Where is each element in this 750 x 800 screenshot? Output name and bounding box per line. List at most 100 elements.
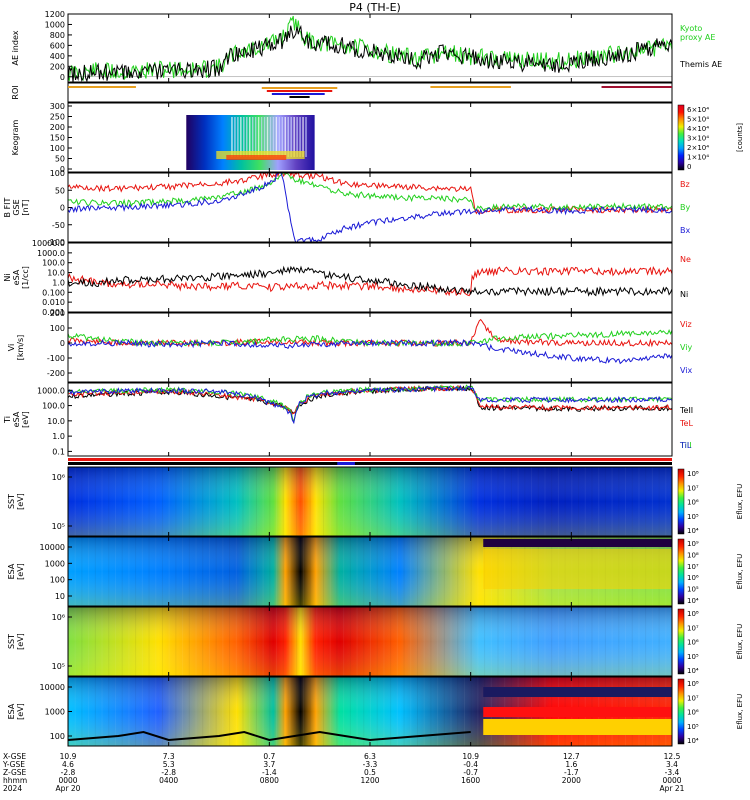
density-series-Ni xyxy=(68,265,672,297)
esa_e-colorbar-tick: 10⁷ xyxy=(687,563,699,571)
esa_e-ytick-label: 100 xyxy=(50,576,65,585)
sst_e-colorbar-tick: 10⁴ xyxy=(687,527,699,535)
esa_i-ytick-label: 1000 xyxy=(45,708,65,717)
temperature-legend-TiL: TiL xyxy=(679,441,692,450)
sst_e-ylabel-line: SST xyxy=(7,494,16,509)
density-ytick-label: 100.0 xyxy=(42,259,65,268)
bfield-ylabel-line: B FIT xyxy=(3,197,12,217)
sst_i-colorbar-tick: 10⁵ xyxy=(687,653,699,661)
velocity-legend-Viy: Viy xyxy=(680,343,693,352)
sst_e-colorbar-tick: 10⁸ xyxy=(687,470,699,478)
density-frame xyxy=(67,242,673,313)
bfield-ylabel-line: [nT] xyxy=(21,199,30,215)
keogram-streak xyxy=(231,117,233,157)
velocity-legend-Viz: Viz xyxy=(680,320,692,329)
velocity-ylabel-line: Vi xyxy=(7,344,16,352)
keogram-colorbar-tick: 6×10⁴ xyxy=(687,106,709,114)
temperature-ylabel-line: eSA xyxy=(12,411,21,427)
keogram-streak xyxy=(251,117,254,157)
velocity-ytick-label: 0 xyxy=(60,339,65,348)
keogram-streak xyxy=(266,117,269,157)
xaxis-row-label: X-GSE xyxy=(3,752,26,761)
esa_i-ylabel-line: ESA xyxy=(7,703,16,719)
keogram-streak xyxy=(293,117,295,157)
keogram-ylabel-line: Keogram xyxy=(11,119,20,155)
xaxis-row-label: 2024 xyxy=(3,784,22,793)
keogram-colorbar-tick: 1×10⁴ xyxy=(687,154,709,162)
velocity-series-Viy xyxy=(68,329,672,348)
ae-ylabel-line: AE index xyxy=(11,30,20,65)
bfield-series-Bz xyxy=(68,173,672,215)
esa_i-band-yellow xyxy=(483,719,672,735)
keogram-ytick-label: 200 xyxy=(50,123,65,132)
esa_i-colorbar-tick: 10⁵ xyxy=(687,723,699,731)
temperature-series-TiII xyxy=(68,384,672,424)
esa_e-colorbar-label: Eflux, EFU xyxy=(736,554,744,589)
ae-ytick-label: 200 xyxy=(50,62,65,71)
density-series-Ne xyxy=(68,265,672,297)
temperature-frame xyxy=(67,382,673,457)
esa_i-band-red xyxy=(483,707,672,717)
xaxis-tick-label: 0000 xyxy=(58,776,77,785)
sst_e-ylabel-line: [eV] xyxy=(16,493,25,510)
xaxis-tick-label: 3.7 xyxy=(263,760,275,769)
plot-title: P4 (TH-E) xyxy=(349,1,401,14)
xaxis-tick-label: -3.3 xyxy=(363,760,378,769)
xaxis-tick-label: 10.9 xyxy=(462,752,479,761)
temperature-legend-TeL: TeL xyxy=(679,419,693,428)
sst_e-ytick-label: 10⁵ xyxy=(52,522,65,531)
ae-series-black xyxy=(67,24,673,83)
keogram-ytick-label: 150 xyxy=(50,134,65,143)
sst_i-colorbar-tick: 10⁶ xyxy=(687,639,699,647)
temperature-ylabel: Ti eSA [eV] xyxy=(3,411,30,428)
keogram-colorbar-tick: 5×10⁴ xyxy=(687,116,709,124)
keogram-streak xyxy=(284,117,287,157)
sst_i-ytick-label: 10⁶ xyxy=(52,613,65,622)
keogram-streak xyxy=(287,117,289,157)
keogram-streak xyxy=(260,117,263,157)
temperature-ytick-label: 0.1 xyxy=(52,447,65,456)
temperature-ytick-label: 1.0 xyxy=(52,432,65,441)
ae-ytick-label: 800 xyxy=(50,31,65,40)
xaxis-tick-label: 1200 xyxy=(360,776,379,785)
temperature-legend-TeII: TeII xyxy=(679,406,693,415)
temperature-ylabel-line: Ti xyxy=(3,416,12,424)
esa_e-ytick-label: 10 xyxy=(55,592,65,601)
density-ytick-label: 0.010 xyxy=(42,298,65,307)
esa_e-ylabel-line: ESA xyxy=(7,563,16,579)
bfield-ylabel: B FIT GSE [nT] xyxy=(3,197,30,217)
xaxis-tick-label: 7.3 xyxy=(163,752,175,761)
xaxis-tick-label: 2000 xyxy=(562,776,581,785)
esa_e-ylabel: ESA [eV] xyxy=(7,563,25,580)
keogram-streak xyxy=(246,117,248,157)
velocity-ytick-label: -200 xyxy=(47,369,65,378)
temperature-ytick-label: 1000.0 xyxy=(37,386,65,395)
density-ylabel-line: [1/cc] xyxy=(21,266,30,289)
bfield-ytick-label: -50 xyxy=(52,221,65,230)
xaxis-tick-label: 3.4 xyxy=(666,760,678,769)
sst_e-colorbar-tick: 10⁶ xyxy=(687,499,699,507)
ae-ytick-label: 0 xyxy=(60,73,65,82)
density-ylabel: Ni eSA [1/cc] xyxy=(3,266,30,289)
keogram-colorbar-tick: 3×10⁴ xyxy=(687,135,709,143)
keogram-streak xyxy=(257,117,260,157)
ae-legend-kyoto: proxy AE xyxy=(680,33,715,42)
esa_e-colorbar-tick: 10⁵ xyxy=(687,586,699,594)
keogram-streak xyxy=(269,117,272,157)
sst_e-colorbar-tick: 10⁷ xyxy=(687,484,699,492)
temperature-series-TiL xyxy=(68,384,672,425)
density-ylabel-line: Ni xyxy=(3,273,12,281)
keogram-streak xyxy=(248,117,251,157)
sst_i-colorbar-tick: 10⁴ xyxy=(687,667,699,675)
sst_i-ylabel: SST [eV] xyxy=(7,633,25,650)
xaxis-tick-label: 0800 xyxy=(260,776,279,785)
xaxis-tick-label: -0.4 xyxy=(463,760,478,769)
xaxis-tick-label: 6.3 xyxy=(364,752,376,761)
bfield-ytick-label: 50 xyxy=(55,186,65,195)
esa_i-overlay-line xyxy=(67,730,471,742)
xaxis-tick-label: 10.9 xyxy=(60,752,77,761)
esa_e-ytick-label: 1000 xyxy=(45,559,65,568)
velocity-ylabel-line: [km/s] xyxy=(16,335,25,361)
status-bar-red xyxy=(68,458,672,461)
